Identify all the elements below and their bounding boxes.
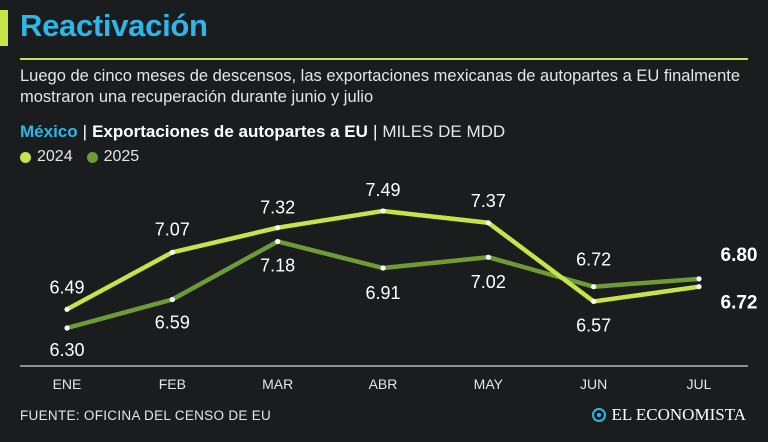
data-label-2024: 7.49 bbox=[365, 180, 400, 200]
x-tick-label: JUN bbox=[580, 376, 607, 392]
data-point-2024 bbox=[591, 298, 597, 305]
data-point-2025 bbox=[485, 254, 491, 260]
data-point-2024 bbox=[485, 220, 491, 226]
data-point-2025 bbox=[696, 276, 702, 282]
data-point-2025 bbox=[591, 284, 597, 290]
x-tick-label: JUL bbox=[687, 376, 712, 392]
legend-label-2025: 2025 bbox=[103, 148, 140, 165]
data-label-2024: 7.37 bbox=[471, 191, 506, 211]
chart-header-separator-2: | bbox=[372, 122, 378, 141]
x-tick-label: ENE bbox=[53, 376, 82, 392]
data-label-2025: 6.91 bbox=[365, 283, 400, 303]
data-label-2025: 7.02 bbox=[471, 272, 506, 292]
title-divider bbox=[20, 58, 748, 60]
source-note: FUENTE: OFICINA DEL CENSO DE EU bbox=[20, 408, 272, 423]
chart-header-separator: | bbox=[82, 122, 88, 141]
brand-logo-icon bbox=[591, 408, 606, 422]
data-point-2025 bbox=[169, 296, 175, 303]
data-label-2025: 6.80 bbox=[721, 245, 758, 266]
data-label-2024: 6.49 bbox=[49, 277, 84, 297]
title-accent-bar bbox=[0, 10, 8, 46]
x-tick-label: MAR bbox=[262, 376, 293, 392]
data-label-2024: 6.57 bbox=[576, 315, 611, 335]
page-title: Reactivación bbox=[20, 8, 208, 43]
data-point-2025 bbox=[380, 265, 386, 271]
legend-dot-2025-icon bbox=[86, 151, 98, 163]
legend-item-2024: 2024 bbox=[20, 148, 73, 166]
chart-header: México | Exportaciones de autopartes a EU |… bbox=[20, 122, 505, 142]
chart-country: México bbox=[20, 122, 78, 141]
chart-title: Exportaciones de autopartes a EU bbox=[92, 122, 368, 141]
data-point-2025 bbox=[275, 238, 281, 245]
x-tick-label: FEB bbox=[159, 376, 186, 392]
data-point-2025 bbox=[64, 325, 70, 331]
legend-item-2025: 2025 bbox=[86, 148, 140, 166]
data-point-2024 bbox=[380, 208, 386, 214]
legend-dot-2024-icon bbox=[20, 151, 31, 163]
x-tick-label: MAY bbox=[474, 376, 504, 392]
chart-legend: 2024 2025 bbox=[20, 148, 153, 166]
legend-label-2024: 2024 bbox=[37, 148, 73, 165]
data-label-2025: 6.72 bbox=[576, 250, 611, 270]
x-tick-label: ABR bbox=[369, 376, 398, 392]
data-point-2024 bbox=[275, 225, 281, 231]
data-label-2025: 7.18 bbox=[260, 255, 295, 275]
data-label-2024: 6.72 bbox=[721, 293, 758, 314]
data-label-2025: 6.59 bbox=[155, 312, 190, 332]
data-point-2024 bbox=[696, 284, 702, 290]
data-label-2024: 7.32 bbox=[260, 198, 295, 218]
data-label-2025: 6.30 bbox=[49, 340, 84, 360]
brand-logo: EL ECONOMISTA bbox=[591, 405, 746, 425]
data-point-2024 bbox=[169, 249, 175, 255]
brand-name: EL ECONOMISTA bbox=[611, 405, 746, 424]
data-label-2024: 7.07 bbox=[155, 219, 190, 239]
data-point-2024 bbox=[64, 306, 70, 312]
chart-units: MILES DE MDD bbox=[382, 122, 506, 141]
subtitle: Luego de cinco meses de descensos, las e… bbox=[20, 67, 741, 106]
